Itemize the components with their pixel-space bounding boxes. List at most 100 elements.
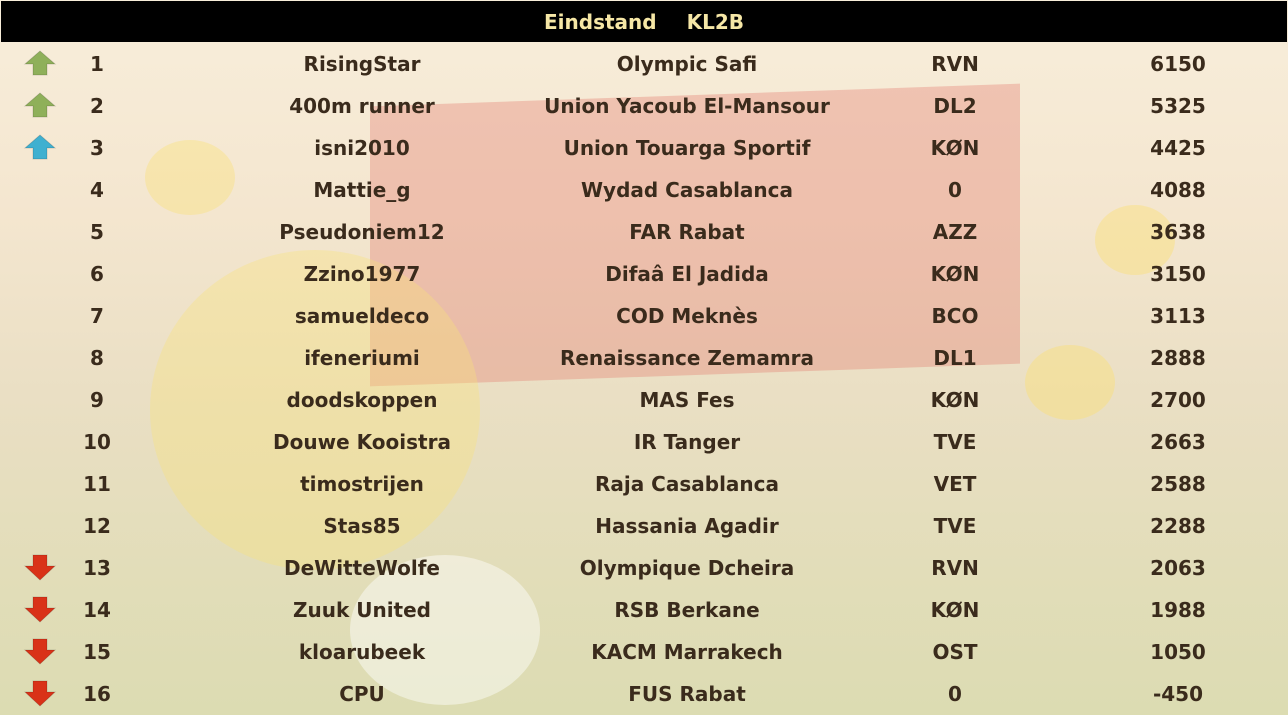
points: 3113 xyxy=(1150,304,1206,328)
points: 1050 xyxy=(1150,640,1206,664)
table-row: 8 ifeneriumi Renaissance Zemamra DL1 2888 xyxy=(0,337,1288,379)
points: 2888 xyxy=(1150,346,1206,370)
team-code: DL1 xyxy=(933,346,977,370)
team-name: RSB Berkane xyxy=(614,598,760,622)
table-row: 13 DeWitteWolfe Olympique Dcheira RVN 2063 xyxy=(0,547,1288,589)
header-title: Eindstand xyxy=(544,9,657,34)
standings-table: 1 RisingStar Olympic Safi RVN 6150 2 400m runn… xyxy=(0,43,1288,715)
team-code: 0 xyxy=(948,178,962,202)
player-name: Stas85 xyxy=(323,514,401,538)
team-name: KACM Marrakech xyxy=(591,640,783,664)
player-name: samueldeco xyxy=(294,304,430,328)
team-code: KØN xyxy=(930,262,980,286)
team-code: OST xyxy=(932,640,978,664)
table-row: 10 Douwe Kooistra IR Tanger TVE 2663 xyxy=(0,421,1288,463)
rank: 1 xyxy=(90,52,104,76)
rank: 3 xyxy=(90,136,104,160)
team-code: VET xyxy=(933,472,977,496)
table-row: 4 Mattie_g Wydad Casablanca 0 4088 xyxy=(0,169,1288,211)
team-name: COD Meknès xyxy=(616,304,758,328)
team-name: Union Touarga Sportif xyxy=(563,136,811,160)
team-code: RVN xyxy=(931,556,979,580)
player-name: CPU xyxy=(339,682,385,706)
team-name: MAS Fes xyxy=(639,388,735,412)
player-name: ifeneriumi xyxy=(304,346,420,370)
points: 5325 xyxy=(1150,94,1206,118)
rank: 12 xyxy=(83,514,111,538)
team-name: Hassania Agadir xyxy=(595,514,779,538)
team-code: KØN xyxy=(930,136,980,160)
standings-header: Eindstand KL2B xyxy=(1,1,1287,42)
points: 2663 xyxy=(1150,430,1206,454)
table-row: 3 isni2010 Union Touarga Sportif KØN 4425 xyxy=(0,127,1288,169)
team-code: TVE xyxy=(933,430,977,454)
table-row: 9 doodskoppen MAS Fes KØN 2700 xyxy=(0,379,1288,421)
rank: 10 xyxy=(83,430,111,454)
table-row: 7 samueldeco COD Meknès BCO 3113 xyxy=(0,295,1288,337)
team-code: RVN xyxy=(931,52,979,76)
player-name: isni2010 xyxy=(314,136,410,160)
team-name: Raja Casablanca xyxy=(594,472,780,496)
points: 2700 xyxy=(1150,388,1206,412)
rank: 9 xyxy=(90,388,104,412)
player-name: RisingStar xyxy=(303,52,421,76)
player-name: timostrijen xyxy=(300,472,424,496)
player-name: Zzino1977 xyxy=(303,262,421,286)
player-name: DeWitteWolfe xyxy=(284,556,440,580)
table-row: 15 kloarubeek KACM Marrakech OST 1050 xyxy=(0,631,1288,673)
arrow-down-icon xyxy=(22,679,58,707)
team-code: KØN xyxy=(930,388,980,412)
team-code: BCO xyxy=(931,304,979,328)
team-name: Union Yacoub El-Mansour xyxy=(544,94,830,118)
rank: 5 xyxy=(90,220,104,244)
points: 4088 xyxy=(1150,178,1206,202)
arrow-up-icon xyxy=(22,91,58,119)
team-name: Wydad Casablanca xyxy=(580,178,794,202)
table-row: 6 Zzino1977 Difaâ El Jadida KØN 3150 xyxy=(0,253,1288,295)
rank: 15 xyxy=(83,640,111,664)
points: 4425 xyxy=(1150,136,1206,160)
player-name: Mattie_g xyxy=(313,178,411,202)
player-name: doodskoppen xyxy=(286,388,438,412)
rank: 13 xyxy=(83,556,111,580)
rank: 14 xyxy=(83,598,111,622)
team-name: FUS Rabat xyxy=(628,682,746,706)
rank: 8 xyxy=(90,346,104,370)
rank: 7 xyxy=(90,304,104,328)
table-row: 5 Pseudoniem12 FAR Rabat AZZ 3638 xyxy=(0,211,1288,253)
rank: 11 xyxy=(83,472,111,496)
team-code: DL2 xyxy=(933,94,977,118)
points: 2063 xyxy=(1150,556,1206,580)
rank: 2 xyxy=(90,94,104,118)
table-row: 16 CPU FUS Rabat 0 -450 xyxy=(0,673,1288,715)
table-row: 12 Stas85 Hassania Agadir TVE 2288 xyxy=(0,505,1288,547)
player-name: Pseudoniem12 xyxy=(279,220,445,244)
team-name: FAR Rabat xyxy=(629,220,745,244)
team-name: Olympic Safi xyxy=(616,52,758,76)
table-row: 1 RisingStar Olympic Safi RVN 6150 xyxy=(0,43,1288,85)
player-name: Zuuk United xyxy=(292,598,432,622)
rank: 4 xyxy=(90,178,104,202)
rank: 6 xyxy=(90,262,104,286)
team-code: 0 xyxy=(948,682,962,706)
points: 1988 xyxy=(1150,598,1206,622)
player-name: kloarubeek xyxy=(298,640,426,664)
arrow-down-icon xyxy=(22,637,58,665)
player-name: Douwe Kooistra xyxy=(273,430,451,454)
team-code: KØN xyxy=(930,598,980,622)
team-name: Difaâ El Jadida xyxy=(605,262,769,286)
player-name: 400m runner xyxy=(289,94,435,118)
arrow-up-icon xyxy=(22,49,58,77)
rank: 16 xyxy=(83,682,111,706)
points: 2288 xyxy=(1150,514,1206,538)
team-name: IR Tanger xyxy=(633,430,741,454)
team-name: Renaissance Zemamra xyxy=(559,346,815,370)
arrow-up-icon xyxy=(22,133,58,161)
team-code: TVE xyxy=(933,514,977,538)
points: 6150 xyxy=(1150,52,1206,76)
header-league: KL2B xyxy=(686,9,744,34)
points: 3150 xyxy=(1150,262,1206,286)
arrow-down-icon xyxy=(22,595,58,623)
team-name: Olympique Dcheira xyxy=(579,556,795,580)
table-row: 2 400m runner Union Yacoub El-Mansour DL2 53… xyxy=(0,85,1288,127)
